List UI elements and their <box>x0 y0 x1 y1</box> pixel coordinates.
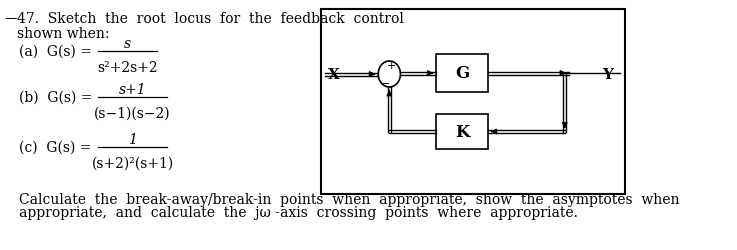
Text: +: + <box>387 61 397 71</box>
Text: 1: 1 <box>128 132 137 146</box>
Text: s²+2s+2: s²+2s+2 <box>97 61 158 75</box>
Text: (b)  G(s) =: (b) G(s) = <box>19 91 92 104</box>
Text: —: — <box>4 12 17 25</box>
Bar <box>436 114 488 150</box>
Text: X: X <box>328 68 340 82</box>
Text: G: G <box>455 65 469 82</box>
Text: appropriate,  and  calculate  the  jω -axis  crossing  points  where  appropriat: appropriate, and calculate the jω -axis … <box>19 205 578 219</box>
Text: Calculate  the  break-away/break-in  points  when  appropriate,  show  the  asym: Calculate the break-away/break-in points… <box>19 192 680 206</box>
Text: s+1: s+1 <box>119 83 147 96</box>
Text: K: K <box>455 124 469 140</box>
Bar <box>321 10 625 194</box>
Text: −: − <box>380 79 390 89</box>
Text: 47.  Sketch  the  root  locus  for  the  feedback  control: 47. Sketch the root locus for the feedba… <box>17 12 404 26</box>
Text: s: s <box>124 37 131 51</box>
Text: shown when:: shown when: <box>17 27 110 41</box>
Text: (a)  G(s) =: (a) G(s) = <box>19 45 91 59</box>
Bar <box>436 55 488 93</box>
Text: (c)  G(s) =: (c) G(s) = <box>19 140 91 154</box>
Text: (s+2)²(s+1): (s+2)²(s+1) <box>91 156 174 170</box>
Text: Y: Y <box>602 68 613 82</box>
Text: (s−1)(s−2): (s−1)(s−2) <box>94 106 171 120</box>
